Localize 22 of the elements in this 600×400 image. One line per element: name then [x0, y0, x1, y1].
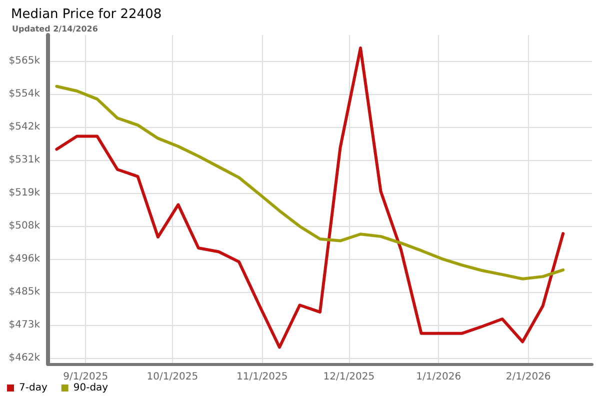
y-tick-label: $542k: [8, 122, 40, 133]
legend-label: 7-day: [19, 382, 48, 394]
x-tick-label: 2/1/2026: [506, 372, 551, 382]
line-series: [55, 46, 565, 349]
y-tick-label: $565k: [8, 55, 40, 66]
y-tick-label: $508k: [8, 220, 40, 232]
y-tick-label: $531k: [8, 154, 40, 166]
x-tick-label: 12/1/2025: [323, 372, 375, 382]
line-series: [55, 84, 565, 280]
y-tick-label: $473k: [8, 320, 40, 331]
x-tick-label: 10/1/2025: [146, 372, 198, 382]
y-tick-label: $496k: [8, 254, 40, 265]
y-tick-label: $462k: [8, 352, 40, 364]
legend-label: 90-day: [73, 382, 108, 394]
x-tick-label: 1/1/2026: [416, 372, 462, 382]
y-tick-label: $485k: [8, 286, 40, 298]
y-tick-label: $554k: [8, 88, 40, 100]
y-tick-label: $519k: [8, 188, 40, 199]
chart-subtitle: Updated 2/14/2026: [12, 24, 98, 34]
x-tick-label: 11/1/2025: [236, 372, 288, 382]
chart-title: Median Price for 22408: [11, 7, 162, 22]
x-tick-label: 9/1/2025: [63, 372, 108, 382]
